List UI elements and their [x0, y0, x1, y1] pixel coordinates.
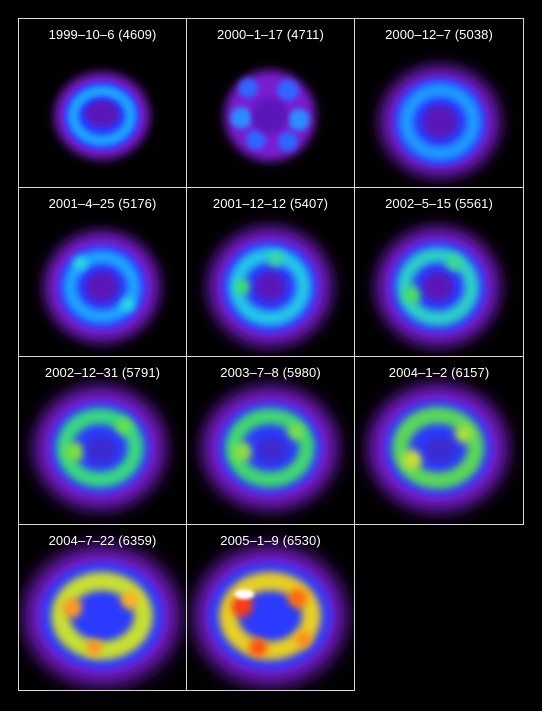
panel-2000-1-17: 2000–1–17 (4711) — [186, 18, 355, 188]
panel-2004-7-22: 2004–7–22 (6359) — [18, 524, 187, 691]
ring-image — [194, 546, 346, 686]
panel-2001-4-25: 2001–4–25 (5176) — [18, 187, 187, 357]
panel-label: 2001–12–12 (5407) — [212, 196, 329, 211]
panel-2000-12-7: 2000–12–7 (5038) — [354, 18, 524, 188]
image-grid: 1999–10–6 (4609) 2000–1–17 (4711) — [18, 18, 524, 691]
ring-image — [224, 70, 316, 162]
ring-image — [24, 546, 180, 686]
ring-image — [380, 66, 500, 178]
ring-image — [44, 231, 160, 343]
panel-label: 2000–1–17 (4711) — [217, 27, 324, 42]
ring-image — [202, 386, 338, 510]
panel-label: 2000–12–7 (5038) — [385, 27, 493, 42]
panel-2005-1-9: 2005–1–9 (6530) — [186, 524, 355, 691]
panel-label: 2004–7–22 (6359) — [48, 533, 157, 548]
panel-2001-12-12: 2001–12–12 (5407) — [186, 187, 355, 357]
panel-label: 1999–10–6 (4609) — [48, 27, 157, 42]
ring-image — [34, 386, 166, 510]
panel-1999-10-6: 1999–10–6 (4609) — [18, 18, 187, 188]
panel-label: 2002–5–15 (5561) — [385, 196, 493, 211]
ring-image — [368, 384, 508, 512]
ring-image — [376, 227, 500, 347]
panel-2003-7-8: 2003–7–8 (5980) — [186, 356, 355, 525]
ring-image — [208, 227, 332, 347]
panel-2002-12-31: 2002–12–31 (5791) — [18, 356, 187, 525]
panel-label: 2001–4–25 (5176) — [48, 196, 157, 211]
panel-label: 2003–7–8 (5980) — [220, 365, 321, 380]
panel-label: 2005–1–9 (6530) — [220, 533, 321, 548]
panel-2002-5-15: 2002–5–15 (5561) — [354, 187, 524, 357]
ring-image — [54, 72, 150, 160]
panel-label: 2002–12–31 (5791) — [44, 365, 161, 380]
panel-2004-1-2: 2004–1–2 (6157) — [354, 356, 524, 525]
panel-label: 2004–1–2 (6157) — [388, 365, 490, 380]
